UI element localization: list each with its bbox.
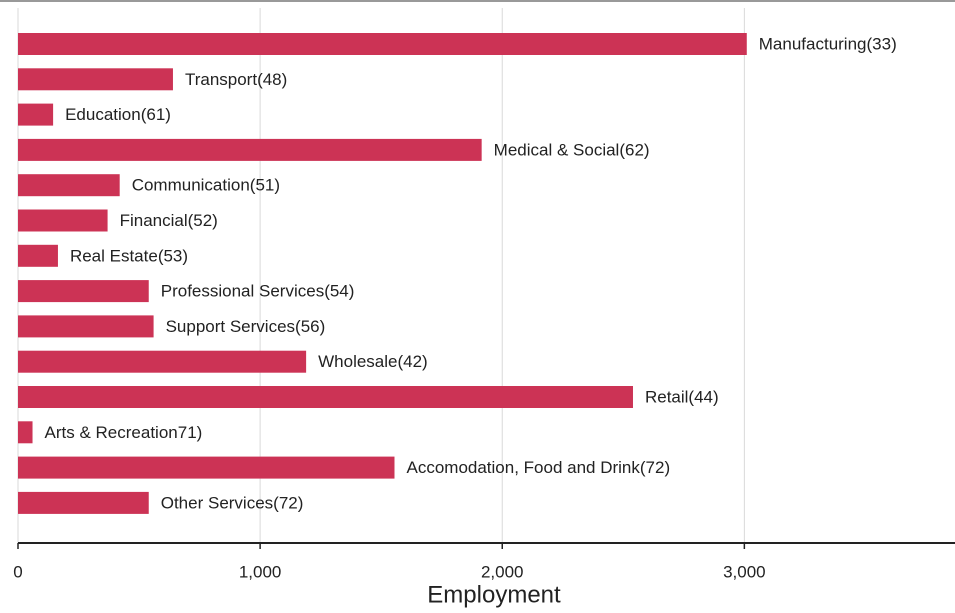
bar: [18, 421, 33, 444]
bar: [18, 491, 149, 514]
x-tick-label: 1,000: [239, 562, 282, 581]
bar-label: Wholesale(42): [318, 352, 428, 371]
bar: [18, 68, 173, 91]
bar-label: Other Services(72): [161, 493, 304, 512]
bar-label: Transport(48): [185, 70, 287, 89]
bar: [18, 350, 307, 373]
bar-label: Arts & Recreation71): [45, 423, 203, 442]
bar-label: Accomodation, Food and Drink(72): [406, 458, 670, 477]
x-tick-label: 0: [13, 562, 22, 581]
x-axis-title: Employment: [427, 581, 561, 608]
bar: [18, 315, 154, 338]
bar-label: Medical & Social(62): [494, 140, 650, 159]
bar-label: Real Estate(53): [70, 246, 188, 265]
x-tick-label: 2,000: [481, 562, 524, 581]
bar: [18, 138, 482, 161]
bar: [18, 209, 108, 232]
bar: [18, 386, 633, 408]
bar: [18, 33, 747, 55]
bar: [18, 244, 58, 267]
bar-label: Manufacturing(33): [759, 34, 897, 53]
bar-label: Communication(51): [132, 176, 280, 195]
bar-label: Financial(52): [120, 211, 218, 230]
bar: [18, 174, 120, 197]
bar-label: Support Services(56): [166, 317, 326, 336]
x-tick-label: 3,000: [723, 562, 766, 581]
bar: [18, 103, 54, 126]
bar: [18, 456, 395, 479]
bar: [18, 280, 149, 303]
bar-label: Education(61): [65, 105, 171, 124]
bar-label: Retail(44): [645, 387, 719, 406]
bar-label: Professional Services(54): [161, 282, 355, 301]
